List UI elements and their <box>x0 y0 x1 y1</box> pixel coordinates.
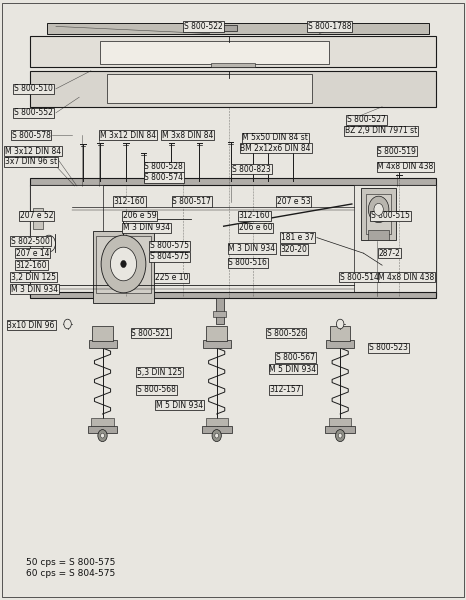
Text: 312-160: 312-160 <box>239 211 270 220</box>
Text: 207 e 14: 207 e 14 <box>16 249 49 258</box>
Circle shape <box>374 203 383 215</box>
Bar <box>206 418 228 426</box>
Bar <box>30 178 436 186</box>
Bar <box>92 326 113 341</box>
Text: 5,3 DIN 125: 5,3 DIN 125 <box>137 367 182 377</box>
Bar <box>107 74 312 103</box>
Bar <box>30 185 436 296</box>
Circle shape <box>98 430 107 442</box>
Text: 320-20: 320-20 <box>281 245 308 254</box>
Bar <box>202 426 232 433</box>
Text: BM 2x12x6 DIN 84: BM 2x12x6 DIN 84 <box>240 143 311 152</box>
Text: M 4x8 DIN 438: M 4x8 DIN 438 <box>377 162 434 172</box>
Text: 60 cps = S 804-575: 60 cps = S 804-575 <box>26 569 115 578</box>
Text: 207 e 52: 207 e 52 <box>20 211 53 220</box>
Text: S 800-514: S 800-514 <box>340 272 379 281</box>
Bar <box>211 63 255 67</box>
Bar <box>366 194 391 234</box>
Bar <box>96 236 151 293</box>
Text: S 800-517: S 800-517 <box>172 197 211 206</box>
Text: S 800-515: S 800-515 <box>371 211 410 220</box>
Bar <box>368 230 389 240</box>
Bar <box>30 36 436 67</box>
Text: M 5 DIN 934: M 5 DIN 934 <box>269 364 316 373</box>
Text: S 802-500: S 802-500 <box>11 236 50 246</box>
Text: M 3 DIN 934: M 3 DIN 934 <box>123 223 170 232</box>
Text: 287-2: 287-2 <box>378 249 400 258</box>
Text: M 3x12 DIN 84: M 3x12 DIN 84 <box>100 130 156 139</box>
Bar <box>30 185 103 296</box>
Bar <box>326 340 354 348</box>
Text: S 800-519: S 800-519 <box>377 146 416 155</box>
Text: M 5x50 DIN 84 st: M 5x50 DIN 84 st <box>242 133 308 142</box>
Circle shape <box>336 319 344 329</box>
Text: S 800-516: S 800-516 <box>228 258 267 267</box>
Text: 3x7 DIN 96 st: 3x7 DIN 96 st <box>5 157 57 166</box>
Circle shape <box>338 433 342 438</box>
Text: BZ 2,9 DIN 7971 st: BZ 2,9 DIN 7971 st <box>345 126 417 135</box>
Text: S 800-578: S 800-578 <box>12 130 50 139</box>
Bar <box>216 298 224 324</box>
Text: S 800-567: S 800-567 <box>276 353 315 362</box>
Bar <box>91 418 114 426</box>
Bar <box>88 426 117 433</box>
Text: 312-160: 312-160 <box>114 197 145 206</box>
Text: S 804-575: S 804-575 <box>150 252 189 262</box>
Text: M 3 DIN 934: M 3 DIN 934 <box>11 284 58 293</box>
Text: 312-160: 312-160 <box>16 260 48 269</box>
Bar <box>206 326 227 341</box>
Circle shape <box>110 247 137 281</box>
Circle shape <box>101 433 104 438</box>
Text: S 800-526: S 800-526 <box>267 329 305 337</box>
Text: 3x10 DIN 96: 3x10 DIN 96 <box>7 320 55 329</box>
Circle shape <box>121 260 126 268</box>
Text: S 800-528: S 800-528 <box>144 162 183 172</box>
Bar <box>30 292 436 298</box>
Text: M 3 DIN 934: M 3 DIN 934 <box>228 244 275 253</box>
Text: S 800-552: S 800-552 <box>14 108 53 117</box>
Bar <box>47 23 429 34</box>
Text: S 800-527: S 800-527 <box>347 115 386 124</box>
Text: 207 e 53: 207 e 53 <box>277 197 310 206</box>
Text: 206 e 60: 206 e 60 <box>239 223 272 232</box>
Bar <box>206 25 237 31</box>
Text: S 800-521: S 800-521 <box>131 329 170 337</box>
Bar <box>361 188 396 240</box>
Circle shape <box>215 433 219 438</box>
Text: 3,2 DIN 125: 3,2 DIN 125 <box>11 272 56 281</box>
Text: S 800-510: S 800-510 <box>14 84 53 93</box>
Circle shape <box>212 430 221 442</box>
Text: M 3x12 DIN 84: M 3x12 DIN 84 <box>5 146 61 155</box>
Text: S 800-523: S 800-523 <box>369 343 408 352</box>
Circle shape <box>64 319 71 329</box>
Bar <box>330 326 350 341</box>
Bar <box>89 340 116 348</box>
Text: S 800-1788: S 800-1788 <box>308 22 351 31</box>
Bar <box>325 426 355 433</box>
Bar <box>100 41 329 64</box>
Text: M 3x8 DIN 84: M 3x8 DIN 84 <box>162 130 213 139</box>
Text: S 800-823: S 800-823 <box>232 165 271 174</box>
Text: S 800-568: S 800-568 <box>137 385 176 395</box>
Text: S 800-575: S 800-575 <box>150 241 189 251</box>
Text: 206 e 59: 206 e 59 <box>123 211 157 220</box>
Bar <box>93 231 154 303</box>
Text: M 5 DIN 934: M 5 DIN 934 <box>156 401 203 409</box>
Circle shape <box>368 196 389 223</box>
Circle shape <box>336 430 345 442</box>
Circle shape <box>101 235 146 293</box>
Text: 181 e 37: 181 e 37 <box>281 233 314 242</box>
Bar <box>329 418 351 426</box>
Text: 225 e 10: 225 e 10 <box>155 273 188 282</box>
Bar <box>213 311 226 317</box>
Text: 312-157: 312-157 <box>269 385 301 395</box>
Bar <box>203 340 231 348</box>
Text: 50 cps = S 800-575: 50 cps = S 800-575 <box>26 558 115 568</box>
Text: S 800-574: S 800-574 <box>144 173 184 182</box>
Bar <box>30 71 436 107</box>
Text: M 4x8 DIN 438: M 4x8 DIN 438 <box>378 272 435 281</box>
Text: S 800-522: S 800-522 <box>184 22 223 31</box>
Bar <box>33 208 43 229</box>
Bar <box>354 185 436 296</box>
